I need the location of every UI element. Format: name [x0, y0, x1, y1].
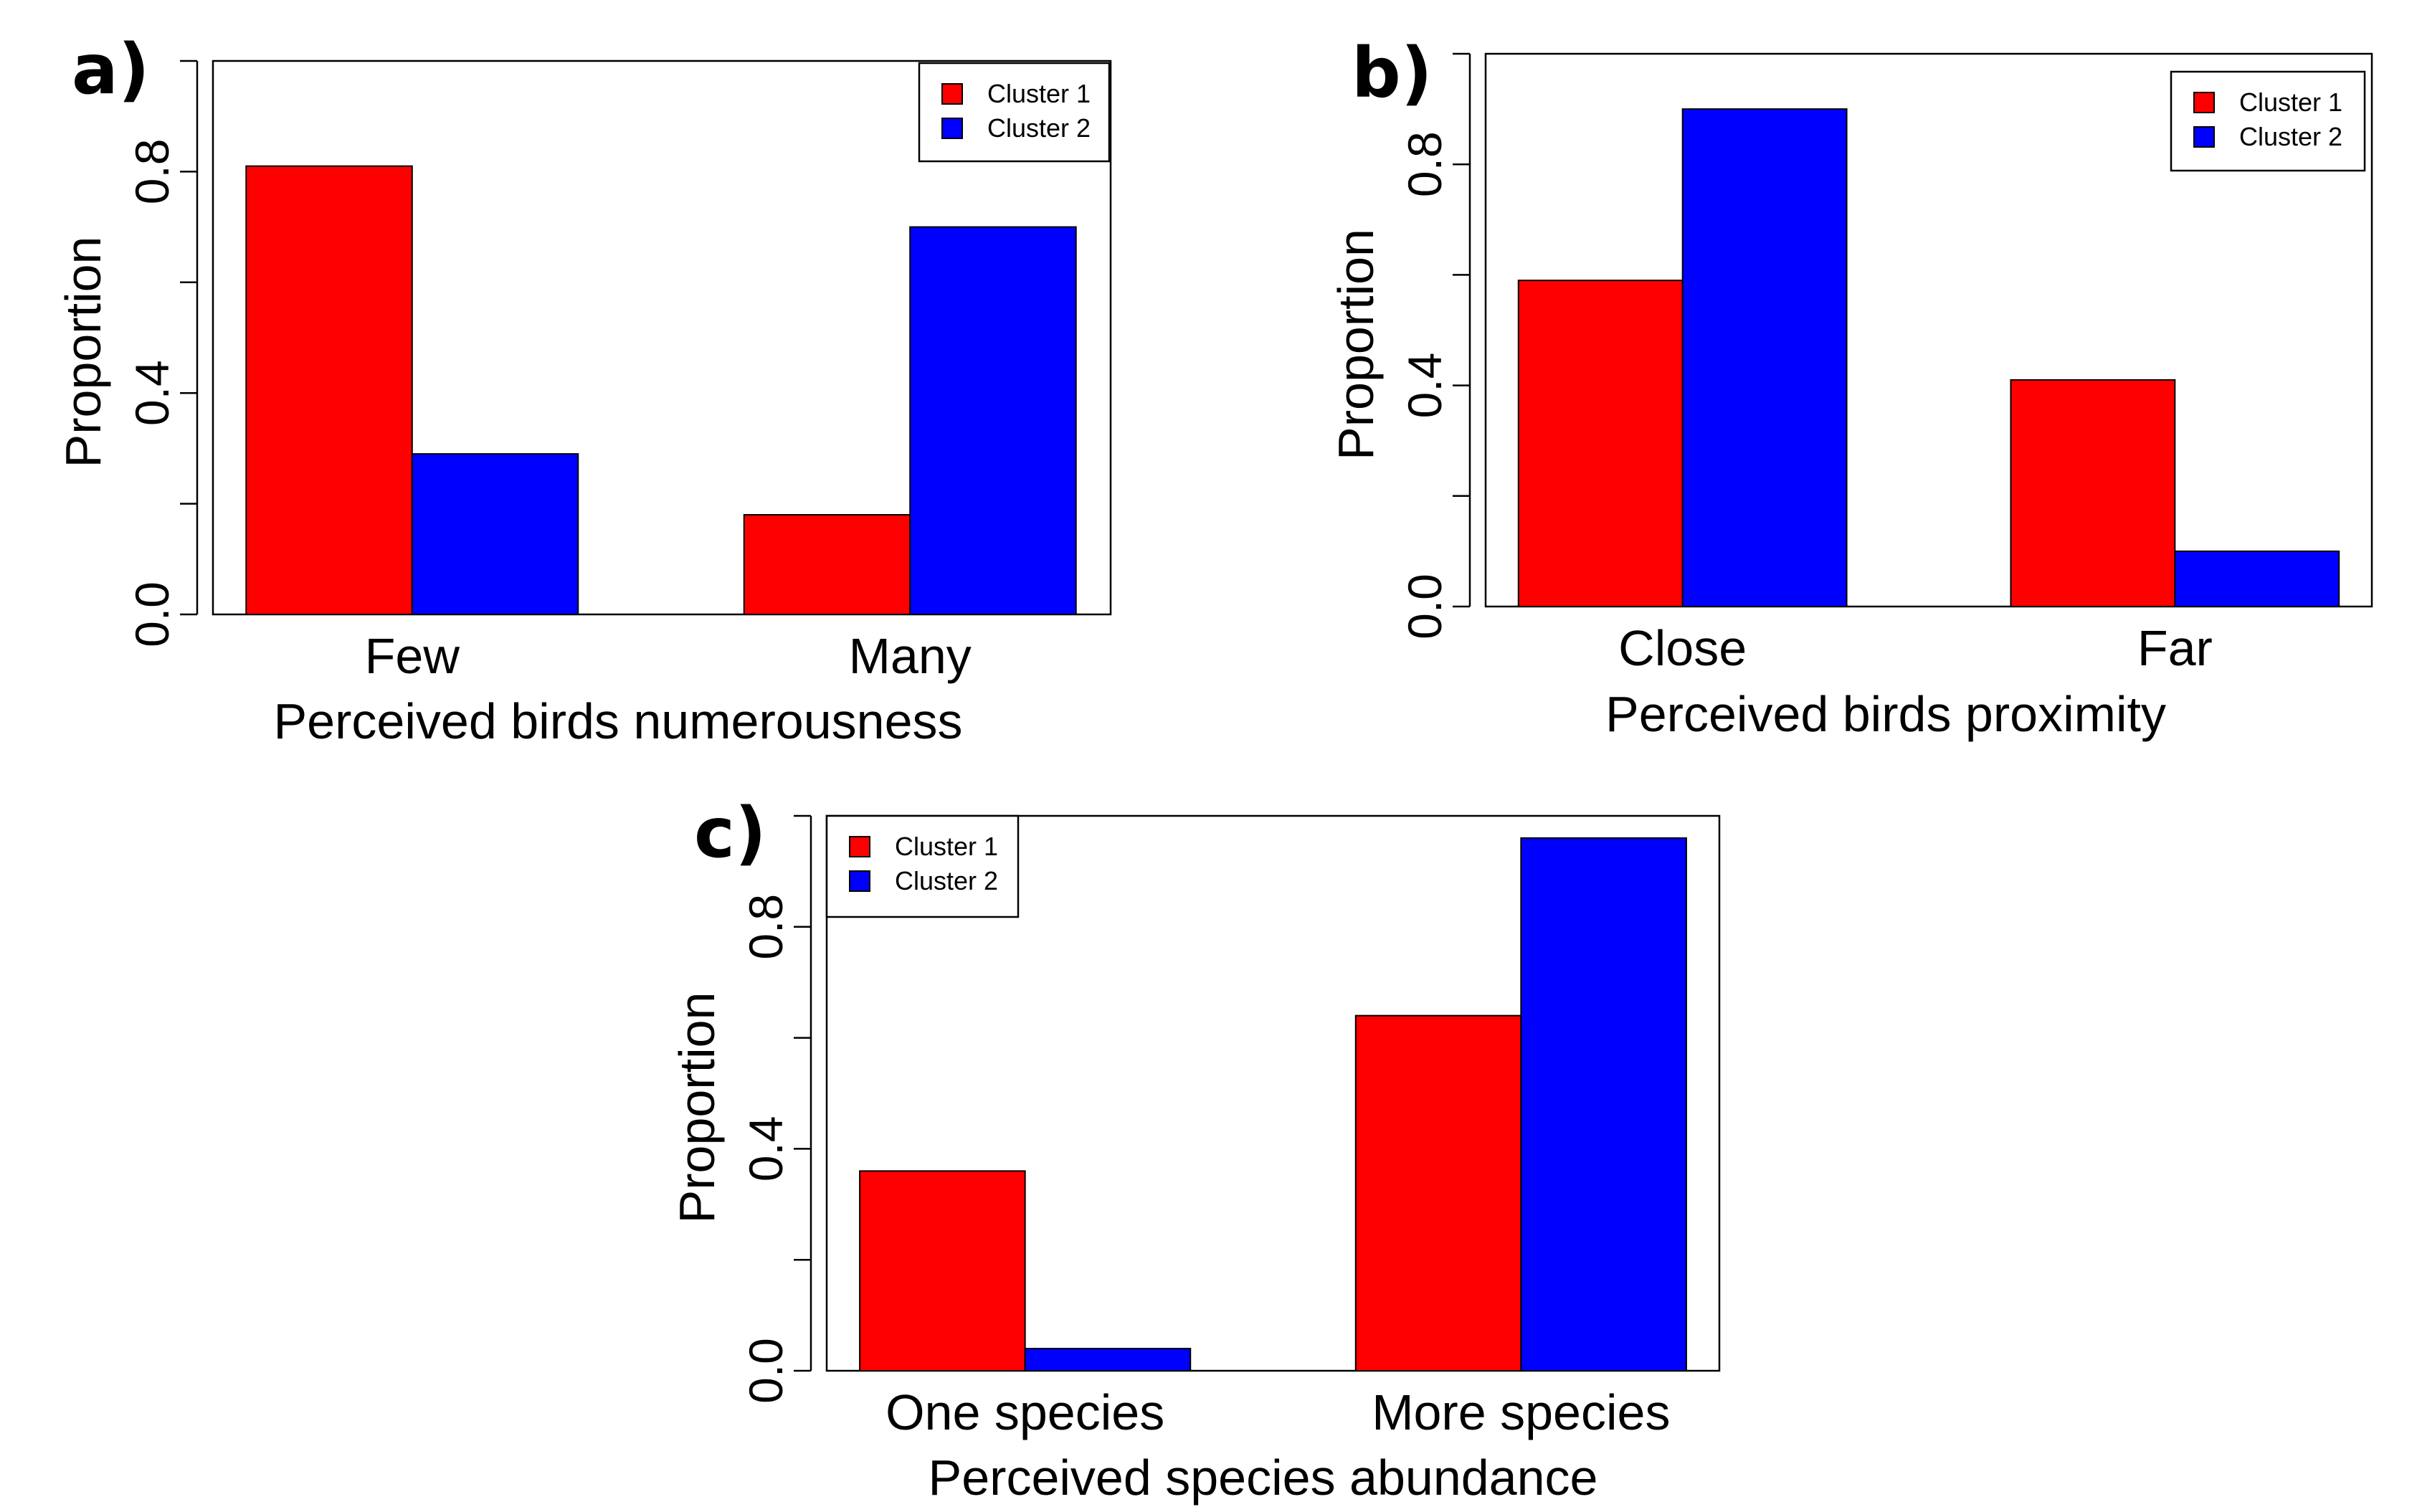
- chart-panel-1: Few Many 0.0 0.4 0.8 Proportion Perceived bird…: [55, 29, 1112, 749]
- legend-box: [825, 814, 1020, 918]
- y-tick-label: 0.0: [125, 581, 179, 647]
- bar-cluster1-many: [743, 514, 911, 615]
- bar-cluster1-far: [2010, 379, 2176, 607]
- y-tick-label: 0.8: [125, 139, 179, 205]
- legend-label: Cluster 1: [987, 79, 1091, 108]
- panel-letter: b): [1352, 33, 1433, 113]
- bar-cluster2-more-species: [1520, 837, 1687, 1371]
- y-tick-label: 0.4: [125, 360, 179, 426]
- legend-box: [918, 62, 1111, 163]
- x-axis-title: Perceived birds proximity: [1605, 686, 2166, 742]
- x-category-label: One species: [885, 1384, 1164, 1440]
- chart-panel-3: One species More species 0.0 0.4 0.8 Proporti…: [669, 793, 1721, 1506]
- plot-frame: [212, 60, 1112, 616]
- y-axis-title: Proportion: [55, 237, 111, 468]
- legend-swatch-1: [941, 83, 963, 105]
- legend-swatch-1: [2193, 92, 2215, 113]
- y-tick-label: 0.0: [1398, 574, 1451, 639]
- y-tick-label: 0.8: [739, 894, 792, 960]
- x-category-label: Far: [2137, 620, 2213, 676]
- legend-label: Cluster 2: [895, 866, 998, 895]
- y-tick-label: 0.4: [739, 1116, 792, 1182]
- bar-cluster2-close: [1681, 108, 1848, 608]
- x-category-label: More species: [1372, 1384, 1670, 1440]
- legend-swatch-2: [2193, 126, 2215, 148]
- legend-swatch-2: [849, 870, 870, 892]
- plot-frame: [825, 814, 1721, 1372]
- y-tick-label: 0.8: [1398, 131, 1451, 197]
- x-category-label: Close: [1618, 620, 1747, 676]
- legend-label: Cluster 2: [987, 113, 1091, 143]
- legend-box: [2170, 70, 2366, 172]
- panel-letter: a): [72, 29, 150, 110]
- legend-label: Cluster 1: [895, 832, 998, 861]
- x-category-label: Few: [365, 628, 460, 684]
- chart-panel-2: Close Far 0.0 0.4 0.8 Proportion Perceived bir…: [1328, 33, 2373, 742]
- bar-cluster2-many: [909, 226, 1077, 616]
- x-axis-title: Perceived birds numerousness: [273, 693, 962, 749]
- y-axis-title: Proportion: [669, 992, 725, 1224]
- bar-cluster1-one-species: [859, 1170, 1026, 1371]
- y-tick-label: 0.4: [1398, 353, 1451, 419]
- legend-swatch-2: [941, 118, 963, 139]
- bar-cluster1-more-species: [1354, 1014, 1522, 1371]
- y-axis-title: Proportion: [1328, 229, 1384, 460]
- legend-label: Cluster 2: [2239, 122, 2342, 151]
- bar-cluster1-close: [1517, 280, 1684, 607]
- bar-cluster2-far: [2174, 550, 2340, 608]
- plot-frame: [1484, 52, 2373, 608]
- legend-swatch-1: [849, 836, 870, 857]
- bar-cluster2-one-species: [1024, 1348, 1192, 1372]
- y-tick-label: 0.0: [739, 1338, 792, 1404]
- x-axis-title: Perceived species abundance: [929, 1450, 1598, 1506]
- x-category-label: Many: [849, 628, 972, 684]
- bar-cluster2-few: [411, 453, 579, 615]
- bar-cluster1-few: [245, 165, 413, 615]
- legend-label: Cluster 1: [2239, 87, 2342, 117]
- panel-letter: c): [694, 793, 766, 873]
